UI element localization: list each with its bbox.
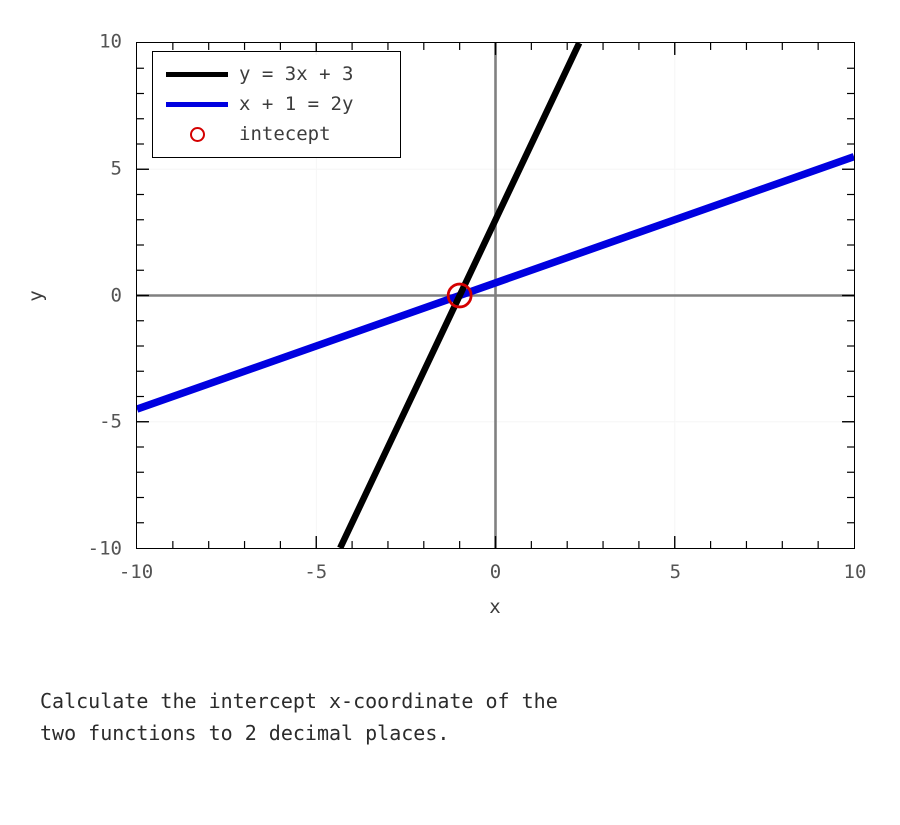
legend-label-black-line: y = 3x + 3 [239, 62, 354, 85]
y-axis-title: y [25, 290, 48, 302]
circle-marker-icon [189, 126, 205, 142]
series-line-blue [137, 153, 854, 413]
xtick-label-5: 5 [669, 561, 682, 583]
legend-label-blue-line: x + 1 = 2y [239, 92, 354, 115]
zero-lines [137, 43, 854, 548]
legend-entry-intercept: intecept [153, 119, 400, 149]
question-caption: Calculate the intercept x-coordinate of … [40, 689, 558, 745]
line-swatch-icon [166, 101, 228, 107]
line-swatch-icon [166, 71, 228, 77]
ytick-label-minus5: -5 [99, 410, 122, 433]
ytick-label-10: 10 [99, 30, 122, 53]
series-line-black [337, 43, 583, 548]
xtick-label-minus10: -10 [118, 561, 154, 583]
legend-entry-blue-line: x + 1 = 2y [153, 89, 400, 119]
major-ticks [137, 43, 854, 548]
legend-key-line-blue [163, 101, 231, 107]
xtick-label-minus5: -5 [304, 561, 328, 583]
ytick-label-0: 0 [110, 284, 122, 306]
xtick-label-10: 10 [843, 561, 867, 583]
xtick-label-0: 0 [489, 561, 502, 583]
ytick-label-5: 5 [110, 157, 122, 180]
plot-canvas [137, 43, 854, 548]
figure: 10 5 0 -5 -10 -10 -5 0 5 10 x y y = 3x +… [25, 30, 867, 618]
legend-label-intercept: intecept [239, 122, 331, 145]
intercept-marker [446, 282, 473, 309]
x-axis-title: x [489, 596, 501, 618]
legend: y = 3x + 3 x + 1 = 2y intecept [152, 51, 401, 158]
ytick-label-minus10: -10 [87, 537, 122, 560]
legend-entry-black-line: y = 3x + 3 [153, 59, 400, 89]
minor-ticks [137, 43, 854, 548]
legend-key-circle-red [163, 126, 231, 142]
legend-key-line-black [163, 71, 231, 77]
